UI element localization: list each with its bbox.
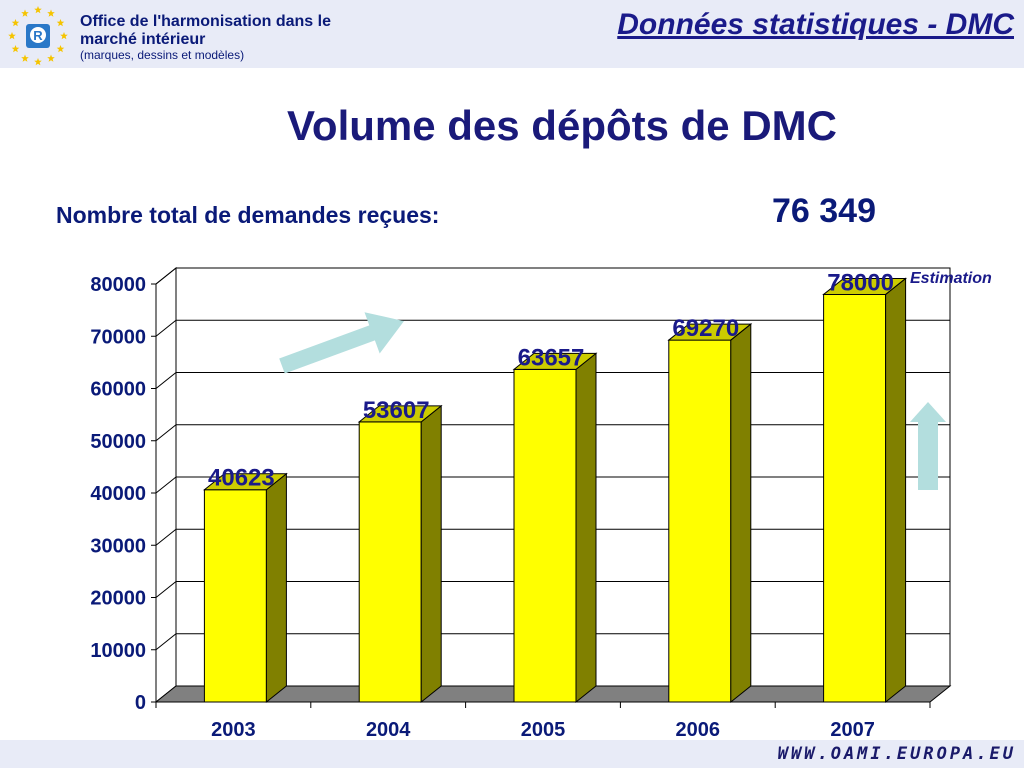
logo-star-icon [34, 58, 42, 66]
org-name-line1: Office de l'harmonisation dans le [80, 13, 331, 30]
gridline-side [155, 372, 177, 389]
up-arrow-icon [910, 402, 946, 490]
logo-star-icon [56, 45, 65, 53]
bar-top [357, 405, 443, 423]
bar-top [202, 473, 288, 491]
y-tick-label: 80000 [90, 274, 146, 296]
gridline-side [155, 581, 177, 598]
y-tick-label: 70000 [90, 326, 146, 348]
footer-banner: WWW.OAMI.EUROPA.EU [0, 740, 1024, 768]
bar-data-label: 69270 [672, 315, 739, 342]
bar-data-label: 63657 [518, 344, 585, 371]
y-tick-label: 60000 [90, 379, 146, 401]
org-name-line2: marché intérieur [80, 31, 206, 48]
total-label: Nombre total de demandes reçues: [56, 202, 440, 228]
x-tick-label: 2006 [676, 719, 721, 741]
bar-side [420, 404, 442, 704]
gridline-side [155, 319, 177, 337]
bar-side [885, 277, 907, 704]
x-tick-label: 2007 [830, 719, 875, 741]
gridline-side [155, 267, 177, 285]
y-tick-label: 0 [135, 692, 146, 714]
logo-star-icon [56, 19, 65, 27]
trend-arrow-icon [279, 312, 404, 374]
logo-star-icon [11, 45, 20, 53]
bar [513, 368, 577, 703]
y-tick-label: 30000 [90, 535, 146, 557]
bar-top [667, 323, 753, 341]
bar-data-label: 78000 [827, 269, 894, 296]
chart-title: Volume des dépôts de DMC [287, 102, 837, 149]
logo-star-icon [21, 54, 29, 62]
y-tick-label: 20000 [90, 588, 146, 610]
y-tick-label: 10000 [90, 640, 146, 662]
bar-top [822, 277, 908, 295]
oami-logo-icon: R [8, 6, 68, 66]
bar-top [512, 352, 598, 370]
logo-letter: R [33, 28, 43, 43]
estimation-note: Estimation [910, 270, 992, 287]
org-subtitle: (marques, dessins et modèles) [80, 48, 245, 62]
bar [823, 293, 887, 703]
logo-star-icon [11, 19, 20, 27]
bar [668, 339, 732, 703]
bar-side [575, 352, 597, 704]
bar [203, 489, 267, 703]
logo-star-icon [47, 9, 55, 17]
logo-star-icon [34, 6, 42, 14]
gridline-side [155, 476, 177, 494]
bar-data-label: 40623 [208, 465, 275, 492]
total-value: 76 349 [772, 192, 876, 230]
gridline-side [155, 424, 177, 442]
logo-star-icon [8, 32, 16, 40]
bar [358, 421, 422, 703]
x-tick-label: 2003 [211, 719, 256, 741]
bar-side [265, 472, 287, 704]
bar-side [730, 323, 752, 704]
bar-data-label: 53607 [363, 397, 430, 424]
logo-star-icon [21, 9, 29, 17]
gridline-side [155, 528, 177, 546]
y-tick-label: 50000 [90, 431, 146, 453]
header-banner: R Office de l'harmonisation dans le marc… [0, 0, 1024, 68]
x-tick-label: 2005 [521, 719, 566, 741]
section-title: Données statistiques - DMC [617, 8, 1014, 41]
x-tick-label: 2004 [366, 719, 411, 741]
footer-url: WWW.OAMI.EUROPA.EU [777, 744, 1016, 764]
logo-star-icon [47, 54, 55, 62]
logo-star-icon [60, 32, 68, 40]
y-tick-label: 40000 [90, 483, 146, 505]
gridline-side [155, 633, 177, 651]
